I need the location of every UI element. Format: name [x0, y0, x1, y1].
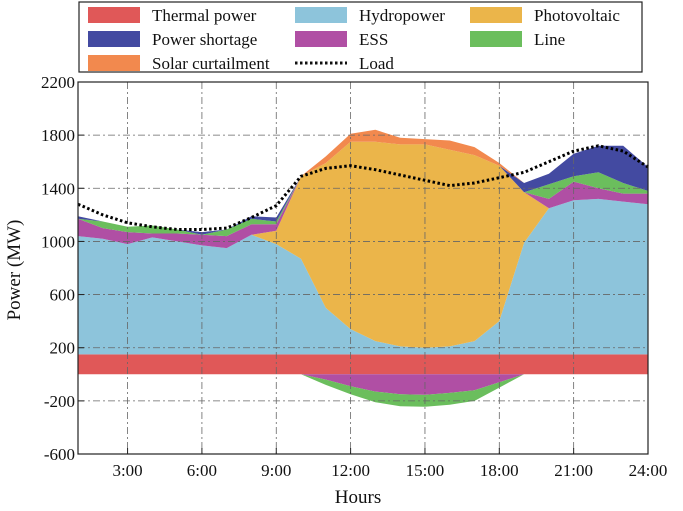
legend-label: Thermal power	[152, 6, 257, 25]
legend-label: Line	[534, 30, 565, 49]
legend-label: Load	[359, 54, 394, 73]
y-tick-label: 1400	[41, 179, 75, 198]
legend-item-photovoltaic: Photovoltaic	[470, 6, 620, 25]
y-axis-ticks: -600 -200 200 600 1000 1400 1800 2200	[41, 73, 84, 464]
y-tick-label: 200	[50, 339, 76, 358]
series-negative-ess-area	[78, 374, 648, 395]
grid-lines	[78, 82, 648, 454]
x-tick-label: 3:00	[112, 461, 142, 480]
legend-swatch	[88, 55, 140, 71]
legend-swatch	[88, 7, 140, 23]
legend-item-load: Load	[295, 54, 394, 73]
y-tick-label: 2200	[41, 73, 75, 92]
x-tick-label: 9:00	[261, 461, 291, 480]
series-thermal-power-area	[78, 354, 648, 375]
legend-item-hydropower: Hydropower	[295, 6, 445, 25]
legend-item-power-shortage: Power shortage	[88, 30, 257, 49]
legend: Thermal power Hydropower Photovoltaic Power…	[78, 1, 643, 73]
legend-swatch	[470, 7, 522, 23]
y-tick-label: 600	[50, 286, 76, 305]
legend-label: ESS	[359, 30, 388, 49]
legend-swatch	[88, 31, 140, 47]
series-negative-line-area	[78, 374, 648, 407]
series-ess-area	[78, 141, 648, 249]
plot-frame	[77, 81, 649, 455]
legend-label: Photovoltaic	[534, 6, 620, 25]
legend-swatch	[470, 31, 522, 47]
legend-swatch	[295, 7, 347, 23]
y-tick-label: -600	[44, 445, 75, 464]
x-tick-label: 15:00	[406, 461, 445, 480]
series-photovoltaic-area	[78, 141, 648, 348]
legend-label: Power shortage	[152, 30, 257, 49]
series-line-area	[78, 141, 648, 237]
legend-swatch	[295, 31, 347, 47]
legend-box	[78, 1, 643, 73]
y-axis-title: Power (MW)	[4, 220, 25, 321]
x-axis-ticks: 3:00 6:00 9:00 12:00 15:00 18:00 21:00 24:00	[112, 448, 667, 480]
legend-item-ess: ESS	[295, 30, 388, 49]
legend-label: Hydropower	[359, 6, 445, 25]
y-tick-label: 1000	[41, 232, 75, 251]
x-tick-label: 18:00	[480, 461, 519, 480]
x-tick-label: 6:00	[187, 461, 217, 480]
y-tick-label: 1800	[41, 126, 75, 145]
x-tick-label: 12:00	[331, 461, 370, 480]
legend-label: Solar curtailment	[152, 54, 270, 73]
legend-item-line: Line	[470, 30, 565, 49]
x-axis-title: Hours	[335, 487, 381, 508]
x-tick-label: 24:00	[629, 461, 668, 480]
legend-item-solar-curtailment: Solar curtailment	[88, 54, 270, 73]
y-tick-label: -200	[44, 392, 75, 411]
x-tick-label: 21:00	[554, 461, 593, 480]
legend-item-thermal-power: Thermal power	[88, 6, 257, 25]
series-hydropower-area	[78, 198, 648, 355]
axes-frame	[77, 81, 649, 455]
